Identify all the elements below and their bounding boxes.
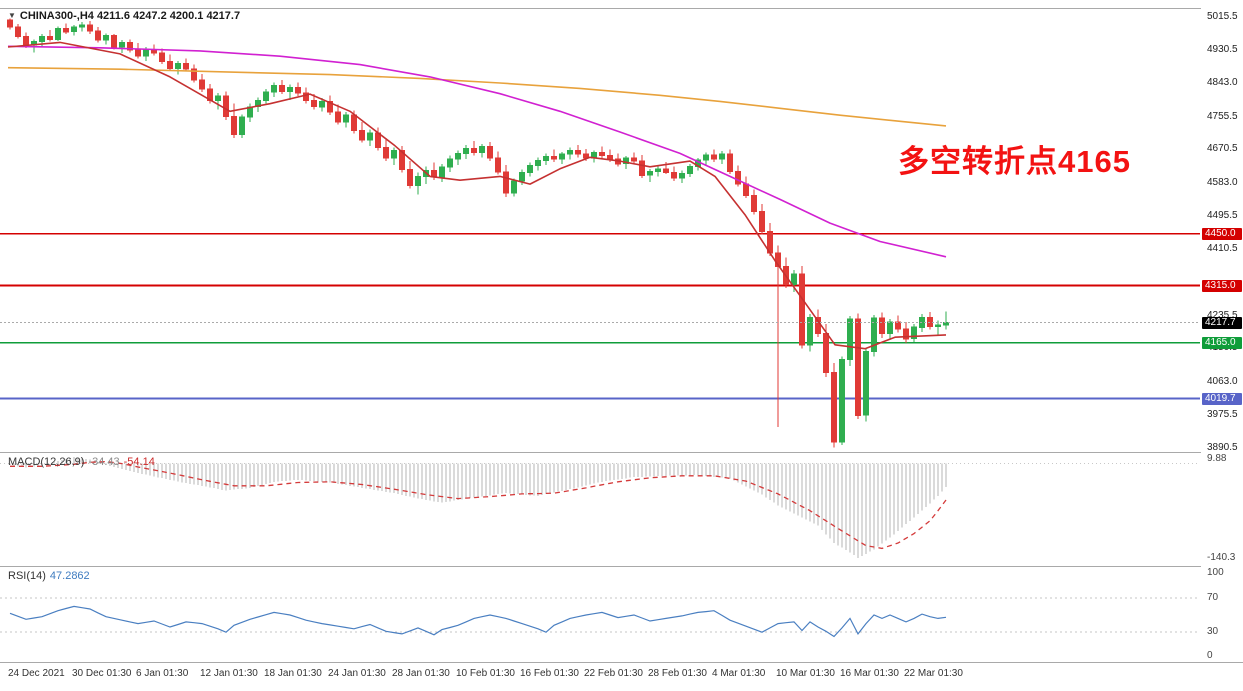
time-axis-label: 16 Mar 01:30 [840, 668, 899, 679]
rsi-level-label: 0 [1207, 650, 1213, 661]
macd-name: MACD(12,26,9) [8, 456, 85, 468]
hline-price-badge: 4315.0 [1202, 279, 1242, 292]
time-axis[interactable]: 24 Dec 2021 30 Dec 01:30 6 Jan 01:30 12 Jan… [0, 666, 1243, 686]
panel-separator-macd[interactable] [0, 452, 1243, 453]
time-axis-label: 30 Dec 01:30 [72, 668, 132, 679]
price-axis-label: 4670.5 [1207, 143, 1238, 155]
time-axis-label: 22 Feb 01:30 [584, 668, 643, 679]
price-axis-label: 3890.5 [1207, 441, 1238, 453]
time-axis-label: 4 Mar 01:30 [712, 668, 766, 679]
rsi-indicator-label: RSI(14) 47.2862 [8, 570, 90, 582]
price-axis-label: 4235.5 [1207, 309, 1238, 321]
price-axis-label: 3975.5 [1207, 409, 1238, 421]
price-axis-label: 4410.5 [1207, 242, 1238, 254]
hline-price-badge: 4165.0 [1202, 336, 1242, 349]
macd-value-signal: -54.14 [123, 456, 155, 468]
panel-separator-rsi[interactable] [0, 566, 1243, 567]
symbol-ohlc-text: CHINA300-,H4 4211.6 4247.2 4200.1 4217.7 [19, 10, 241, 22]
rsi-level-label: 30 [1207, 626, 1219, 638]
price-axis-label: 4583.0 [1207, 176, 1238, 188]
time-axis-label: 24 Jan 01:30 [328, 668, 386, 679]
time-axis-label: 28 Feb 01:30 [648, 668, 707, 679]
price-axis-label: 4930.5 [1207, 43, 1238, 55]
price-axis-label: 4495.5 [1207, 210, 1238, 222]
time-axis-label: 10 Mar 01:30 [776, 668, 835, 679]
rsi-value: 47.2862 [49, 570, 90, 582]
time-axis-label: 22 Mar 01:30 [904, 668, 963, 679]
price-axis[interactable]: 5015.5 4930.5 4843.0 4755.5 4670.5 4583.0 4495… [1201, 0, 1243, 662]
price-axis-label: 5015.5 [1207, 11, 1238, 23]
price-axis-label: 4843.0 [1207, 77, 1238, 89]
price-axis-label: 4063.0 [1207, 375, 1238, 387]
rsi-name: RSI(14) [8, 570, 46, 582]
rsi-level-label: 100 [1207, 567, 1224, 578]
macd-scale-label: 9.88 [1207, 453, 1227, 464]
hline-price-badge: 4450.0 [1202, 227, 1242, 240]
chart-top-border [0, 8, 1243, 9]
time-axis-label: 28 Jan 01:30 [392, 668, 450, 679]
time-axis-separator [0, 662, 1243, 663]
macd-indicator-label: MACD(12,26,9) -34.43 -54.14 [8, 456, 155, 468]
collapse-triangle-icon[interactable]: ▼ [8, 11, 16, 20]
last-price-badge: 4217.7 [1202, 316, 1242, 329]
hline-price-badge: 4019.7 [1202, 392, 1242, 405]
time-axis-label: 16 Feb 01:30 [520, 668, 579, 679]
time-axis-label: 10 Feb 01:30 [456, 668, 515, 679]
price-axis-label: 4755.5 [1207, 110, 1238, 122]
time-axis-label: 18 Jan 01:30 [264, 668, 322, 679]
chart-symbol-ohlc: ▼ CHINA300-,H4 4211.6 4247.2 4200.1 4217.… [8, 10, 240, 22]
macd-value-main: -34.43 [88, 456, 120, 468]
trend-annotation-text: 多空转折点4165 [898, 144, 1131, 179]
time-axis-label: 6 Jan 01:30 [136, 668, 189, 679]
macd-scale-label: -140.3 [1207, 552, 1236, 563]
time-axis-label: 24 Dec 2021 [8, 668, 65, 679]
time-axis-label: 12 Jan 01:30 [200, 668, 258, 679]
rsi-level-label: 70 [1207, 591, 1219, 603]
